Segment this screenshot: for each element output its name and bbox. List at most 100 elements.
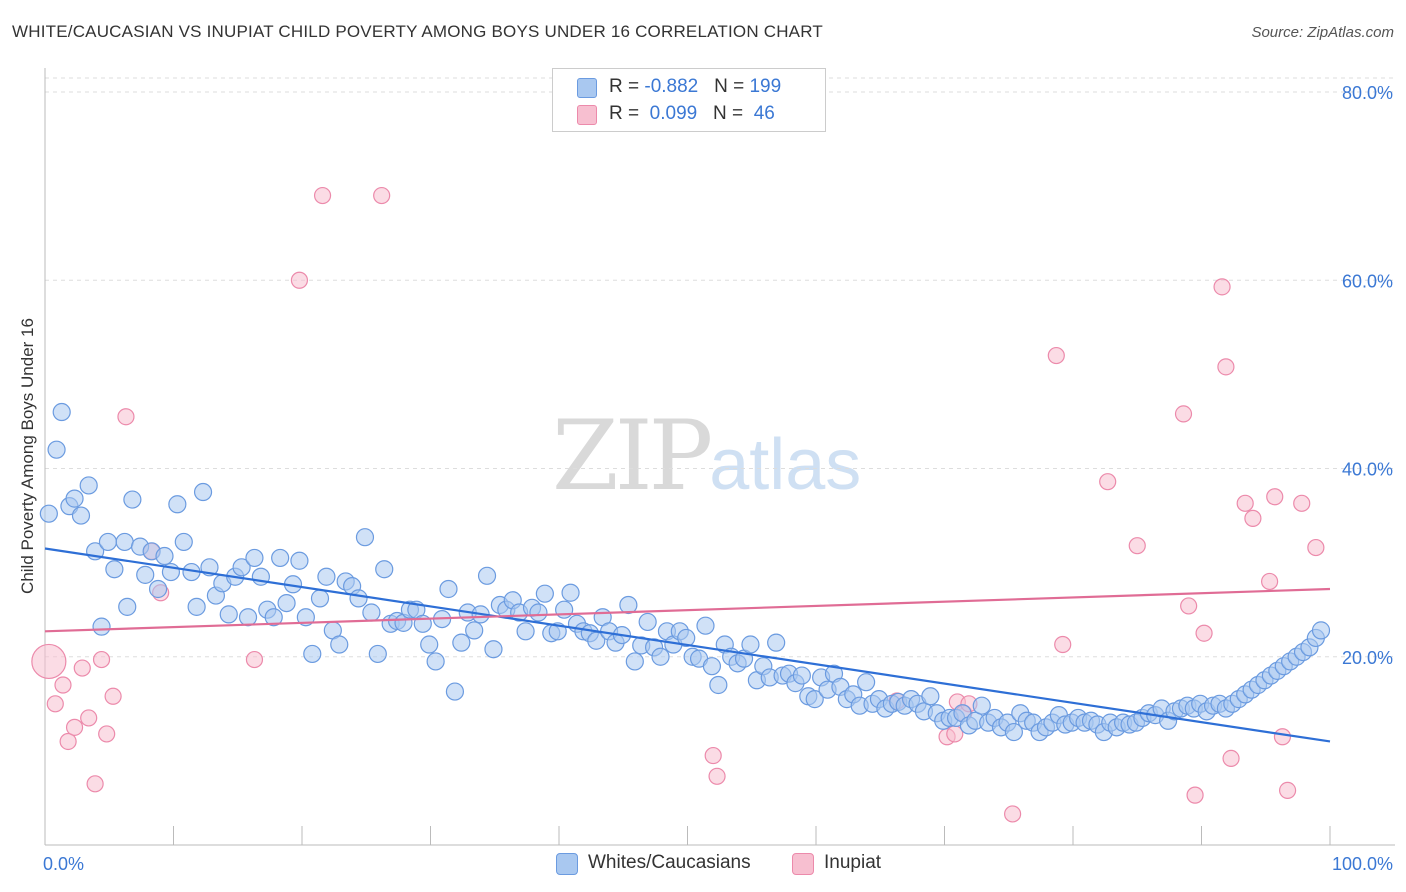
whites-point [92,617,111,636]
legend-n-label: N = [713,103,749,124]
inupiat-point [31,643,67,680]
whites-point [484,640,503,659]
watermark-atlas: atlas [709,425,862,505]
legend-r-label: R = [609,76,645,97]
chart-title: WHITE/CAUCASIAN VS INUPIAT CHILD POVERTY… [12,22,823,41]
x-tick-label: 100.0% [1332,854,1393,874]
inupiat-point [313,186,332,205]
inupiat-point [104,687,122,705]
whites-point [1311,621,1331,640]
whites-point [921,687,940,706]
inupiat-point [1004,805,1022,823]
inupiat-point [373,186,391,205]
whites-point [516,622,535,641]
whites-point [98,532,118,552]
whites-point [426,652,445,671]
whites-point [238,608,258,627]
inupiat-point [1180,597,1198,615]
whites-point [245,548,264,568]
whites-point [445,682,465,701]
legend-n-value: 199 [749,76,782,97]
whites-point [155,546,174,566]
whites-point [303,644,322,664]
whites-point [39,504,58,523]
inupiat-point [1278,781,1297,800]
whites-point [47,440,66,459]
bottom-legend-swatch-whites [556,853,578,875]
legend-swatch-inupiat [577,105,597,125]
x-tick-label: 0.0% [43,854,84,874]
whites-point [52,402,71,422]
whites-point [805,690,824,709]
whites-point [439,579,458,599]
inupiat-trend-line [44,587,1331,633]
bottom-legend-label-whites: Whites/Caucasians [588,852,751,873]
source-label: Source: ZipAtlas.com [1251,24,1394,41]
whites-point [219,605,238,624]
whites-point [465,621,484,640]
inupiat-point [117,408,135,426]
inupiat-point [1047,346,1065,365]
inupiat-point [1236,494,1254,512]
whites-point [123,490,142,509]
whites-point [148,579,168,599]
whites-point [349,589,368,608]
y-tick-label: 40.0% [1342,460,1393,480]
whites-point [310,589,330,608]
whites-point [625,652,644,671]
correlation-legend: R = -0.882 N = 199 R = 0.099 N = 46 [552,68,826,132]
inupiat-point [1054,635,1072,654]
legend-n-value: 46 [748,103,775,124]
inupiat-point [1244,509,1262,527]
y-tick-label: 80.0% [1342,83,1393,103]
whites-point [296,608,315,627]
whites-point [362,603,381,622]
inupiat-point [65,718,84,736]
inupiat-point [73,659,91,677]
whites-point [702,657,722,676]
whites-point [792,666,811,685]
whites-trend-line [44,547,1331,743]
legend-r-value: 0.099 [644,103,698,124]
whites-point [529,603,548,622]
inupiat-point [92,650,111,669]
whites-point [79,476,98,495]
whites-point [264,608,283,627]
inupiat-point [1213,278,1231,296]
whites-point [118,597,137,616]
inupiat-point [704,746,722,765]
legend-n-label: N = [714,76,750,97]
whites-point [355,528,375,547]
whites-point [330,635,349,654]
whites-point [193,482,213,502]
whites-point [420,635,439,654]
whites-point [477,566,497,585]
whites-point [677,628,696,648]
inupiat-point [1174,405,1193,423]
whites-point [317,567,336,586]
inupiat-point [245,650,264,669]
inupiat-point [1222,749,1240,768]
whites-point [368,644,387,664]
whites-point [638,612,657,632]
whites-point [115,532,134,552]
whites-point [271,548,290,568]
whites-point [1004,722,1023,742]
inupiat-point [59,732,77,751]
inupiat-point [1261,572,1279,591]
inupiat-point [1266,488,1284,506]
watermark-zip: ZIP [552,400,713,512]
inupiat-point [1186,786,1204,804]
inupiat-point [1128,537,1146,555]
whites-point [168,495,187,514]
bottom-legend-label-inupiat: Inupiat [824,852,882,873]
y-tick-label: 60.0% [1342,271,1393,291]
whites-point [187,597,206,616]
inupiat-point [1273,728,1292,746]
whites-point [696,616,715,635]
watermark: ZIPatlas [552,400,861,512]
inupiat-point [1307,538,1325,557]
whites-point [561,583,580,602]
y-tick-label: 20.0% [1342,648,1393,668]
